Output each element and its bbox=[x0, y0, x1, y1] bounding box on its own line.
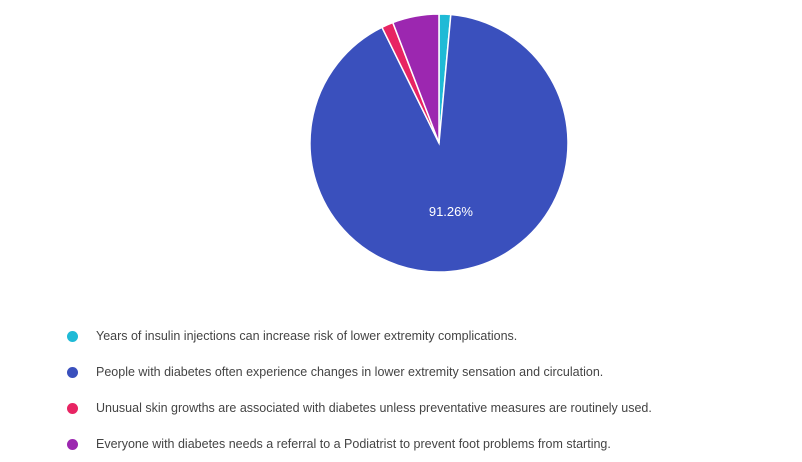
legend-item[interactable]: People with diabetes often experience ch… bbox=[67, 354, 652, 390]
chart-legend: Years of insulin injections can increase… bbox=[67, 318, 652, 462]
legend-swatch bbox=[67, 402, 78, 414]
legend-label: Years of insulin injections can increase… bbox=[96, 329, 518, 343]
legend-label: Everyone with diabetes needs a referral … bbox=[96, 437, 611, 451]
legend-swatch bbox=[67, 366, 78, 378]
pie-slice[interactable] bbox=[309, 13, 569, 273]
legend-item[interactable]: Everyone with diabetes needs a referral … bbox=[67, 426, 652, 462]
legend-label: Unusual skin growths are associated with… bbox=[96, 401, 652, 415]
pie-slice[interactable] bbox=[391, 13, 440, 144]
legend-label: People with diabetes often experience ch… bbox=[96, 365, 604, 379]
legend-item[interactable]: Unusual skin growths are associated with… bbox=[67, 390, 652, 426]
legend-swatch bbox=[67, 438, 78, 450]
legend-item[interactable]: Years of insulin injections can increase… bbox=[67, 318, 652, 354]
legend-swatch bbox=[67, 330, 78, 342]
slice-data-label: 91.26% bbox=[429, 204, 474, 219]
pie-svg: 91.26% bbox=[309, 13, 569, 273]
